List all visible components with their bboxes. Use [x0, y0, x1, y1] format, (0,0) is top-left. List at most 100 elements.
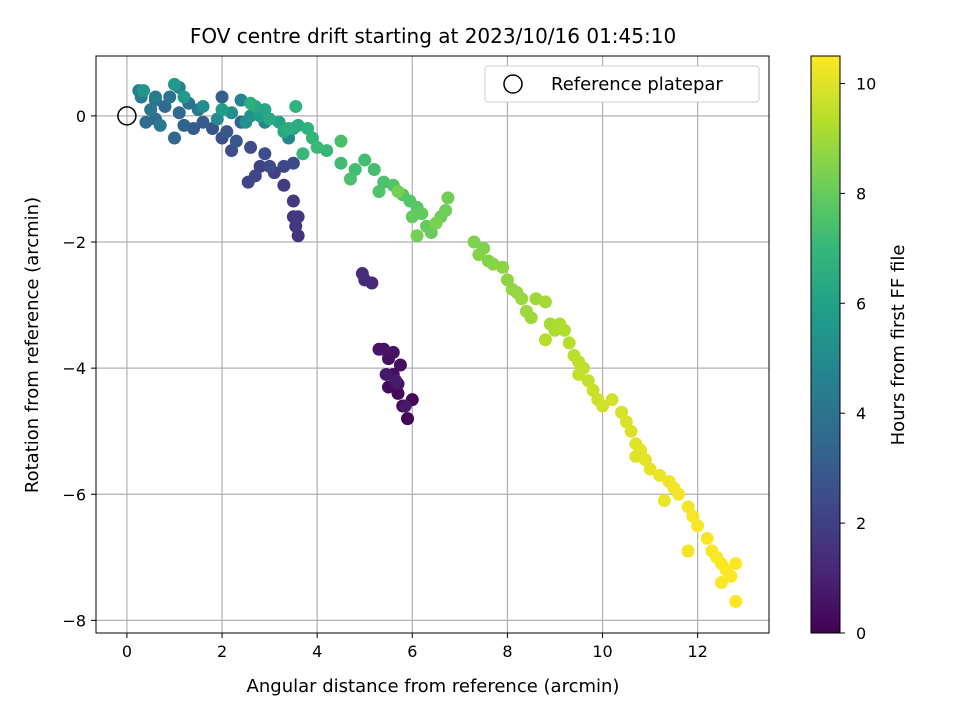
data-point [393, 358, 407, 372]
colorbar-tick-label: 2 [856, 514, 866, 533]
data-point [248, 169, 262, 183]
data-point [379, 367, 393, 381]
data-point [629, 449, 643, 463]
data-point [524, 311, 538, 325]
data-point [139, 115, 153, 129]
data-point [724, 569, 738, 583]
data-point [196, 115, 210, 129]
data-point [144, 103, 158, 117]
data-point [729, 594, 743, 608]
colorbar-tick-label: 4 [856, 404, 866, 423]
data-point [334, 134, 348, 148]
x-axis-label: Angular distance from reference (arcmin) [247, 676, 620, 697]
x-tick-label: 10 [592, 642, 612, 661]
data-point [657, 494, 671, 508]
data-point [672, 487, 686, 501]
data-point [177, 90, 191, 104]
data-point [167, 77, 181, 91]
y-axis-label: Rotation from reference (arcmin) [22, 197, 43, 493]
colorbar-ticks: 0 2 4 6 8 10 [840, 74, 876, 643]
data-point [167, 131, 181, 145]
data-point [372, 342, 386, 356]
x-tick-label: 0 [122, 642, 132, 661]
data-point [286, 156, 300, 170]
legend: Reference platepar [484, 65, 760, 103]
data-point [467, 235, 481, 249]
data-point [358, 153, 372, 167]
data-point [496, 260, 510, 274]
data-point [153, 118, 167, 132]
data-point [624, 424, 638, 438]
y-tick-label: 0 [76, 107, 86, 126]
data-point [215, 90, 229, 104]
y-axis-ticks: 0 −2 −4 −6 −8 [62, 107, 96, 630]
data-point [258, 147, 272, 161]
chart-title: FOV centre drift starting at 2023/10/16 … [190, 24, 676, 48]
data-point [714, 576, 728, 590]
data-point [334, 156, 348, 170]
data-point [389, 374, 403, 388]
data-point [472, 248, 486, 262]
reference-platepar-marker [117, 106, 137, 126]
data-point [729, 557, 743, 571]
x-tick-label: 6 [407, 642, 417, 661]
data-point [562, 336, 576, 350]
data-point [441, 191, 455, 205]
data-point [439, 203, 453, 217]
x-tick-label: 12 [687, 642, 707, 661]
data-point [372, 185, 386, 199]
x-tick-label: 4 [312, 642, 322, 661]
y-tick-label: −2 [62, 233, 86, 252]
data-point [196, 99, 210, 113]
data-point [515, 292, 529, 306]
y-tick-label: −8 [62, 611, 86, 630]
colorbar-label: Hours from first FF file [888, 245, 909, 446]
data-point [691, 519, 705, 533]
data-point [367, 163, 381, 177]
colorbar-tick-label: 0 [856, 624, 866, 643]
data-point [244, 140, 258, 154]
colorbar [810, 55, 841, 634]
legend-label: Reference platepar [551, 74, 723, 95]
data-point [177, 118, 191, 132]
plot-area-frame [95, 55, 770, 634]
data-point [172, 106, 186, 120]
data-point [391, 185, 405, 199]
data-point [391, 386, 405, 400]
data-point [310, 140, 324, 154]
data-point [538, 295, 552, 309]
data-point [605, 393, 619, 407]
data-point [277, 178, 291, 192]
data-point [429, 216, 443, 230]
data-point [244, 96, 258, 110]
legend-open-circle-marker [503, 74, 523, 94]
x-tick-label: 2 [217, 642, 227, 661]
data-point [343, 172, 357, 186]
data-point [215, 103, 229, 117]
data-point [163, 90, 177, 104]
legend-box [484, 65, 760, 103]
data-point [410, 229, 424, 243]
data-point [220, 125, 234, 139]
data-point [643, 462, 657, 476]
data-point [229, 134, 243, 148]
data-point [148, 90, 162, 104]
data-point [405, 210, 419, 224]
data-point [291, 210, 305, 224]
data-points [132, 77, 743, 608]
data-point [700, 531, 714, 545]
data-point [263, 112, 277, 126]
data-point [538, 333, 552, 347]
y-tick-label: −4 [62, 359, 86, 378]
data-point [653, 468, 667, 482]
data-point [286, 194, 300, 208]
data-point [596, 399, 610, 413]
y-tick-label: −6 [62, 485, 86, 504]
data-point [398, 399, 412, 413]
data-point [263, 159, 277, 173]
data-point [289, 99, 303, 113]
x-tick-label: 8 [502, 642, 512, 661]
data-point [401, 412, 415, 426]
data-point [681, 544, 695, 558]
